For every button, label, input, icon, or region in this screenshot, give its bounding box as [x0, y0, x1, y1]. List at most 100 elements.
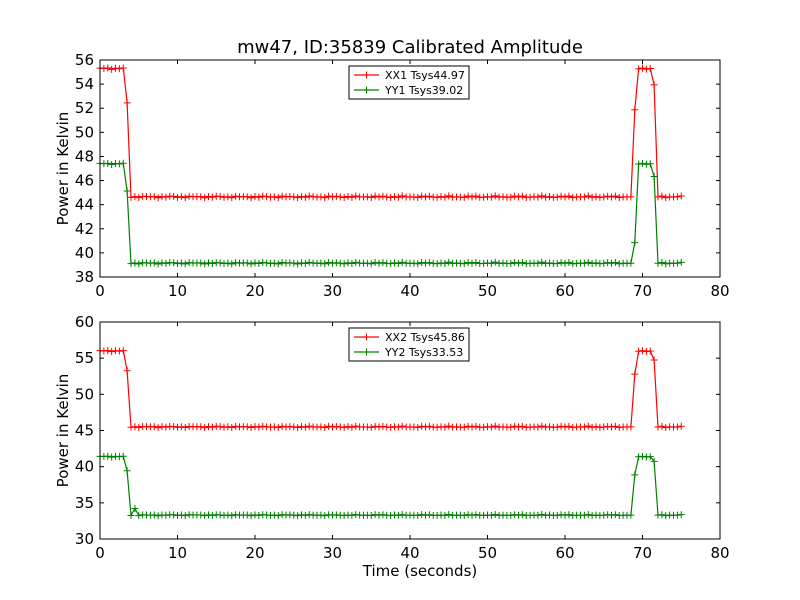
data-point	[639, 347, 646, 355]
data-point	[336, 259, 344, 267]
data-point	[301, 193, 309, 201]
data-point	[391, 259, 398, 267]
data-point	[631, 370, 639, 378]
data-point	[340, 194, 348, 202]
data-point	[468, 423, 476, 431]
data-point	[251, 423, 259, 431]
y-tick-label: 48	[75, 147, 94, 165]
data-point	[441, 193, 449, 201]
data-point	[371, 422, 379, 430]
data-point	[445, 511, 453, 519]
data-point	[208, 259, 216, 267]
data-point	[561, 423, 569, 431]
data-point	[627, 193, 635, 201]
data-point	[511, 511, 519, 519]
data-point	[425, 192, 433, 200]
data-point	[546, 423, 553, 431]
data-point	[561, 511, 569, 519]
data-point	[677, 422, 685, 430]
data-point	[460, 423, 468, 431]
data-point	[177, 423, 185, 431]
data-point	[627, 423, 635, 431]
data-point	[518, 422, 526, 430]
y-tick-label: 54	[75, 75, 94, 93]
legend-marker	[363, 333, 370, 341]
data-point	[433, 193, 441, 201]
y-tick-label: 55	[75, 349, 94, 367]
data-point	[127, 511, 135, 519]
data-point	[472, 511, 480, 519]
data-point	[608, 259, 615, 267]
data-point	[658, 259, 666, 267]
data-point	[208, 423, 216, 431]
data-point	[611, 192, 619, 200]
data-point	[228, 260, 236, 268]
data-point	[646, 160, 654, 168]
x-axis-label: Time (seconds)	[362, 562, 478, 580]
data-point	[317, 259, 325, 267]
x-tick-label: 80	[710, 544, 729, 562]
x-tick-label: 60	[555, 282, 574, 300]
data-point	[391, 193, 398, 201]
data-point	[321, 194, 329, 202]
data-point	[290, 259, 298, 267]
data-point	[677, 192, 685, 200]
data-point	[352, 511, 360, 519]
data-point	[518, 192, 526, 200]
data-point	[379, 259, 387, 267]
data-point	[414, 512, 422, 520]
legend-box	[348, 327, 470, 362]
data-point	[515, 423, 522, 431]
data-point	[418, 192, 426, 200]
data-point	[491, 258, 499, 266]
data-point	[270, 259, 278, 267]
data-point	[274, 423, 282, 431]
data-point	[367, 260, 375, 268]
data-point	[480, 193, 488, 201]
data-point	[662, 260, 670, 268]
data-point	[251, 259, 259, 267]
data-point	[553, 193, 561, 201]
x-tick-label: 80	[710, 282, 729, 300]
data-point	[228, 424, 236, 432]
data-point	[301, 259, 309, 267]
data-point	[201, 512, 209, 520]
data-point	[104, 452, 112, 460]
y-tick-label: 42	[75, 220, 94, 238]
y-tick-label: 35	[75, 494, 94, 512]
data-point	[557, 259, 565, 267]
data-point	[600, 259, 608, 267]
data-point	[557, 192, 565, 200]
legend-marker	[363, 348, 370, 356]
data-point	[553, 423, 561, 431]
data-point	[375, 259, 383, 267]
data-point	[464, 422, 472, 430]
data-point	[208, 511, 216, 519]
legend-entry: XX2 Tsys45.86	[385, 331, 465, 344]
data-point	[394, 259, 402, 267]
data-point	[546, 259, 553, 267]
data-point	[654, 259, 662, 267]
data-point	[635, 160, 643, 168]
legend-marker	[363, 86, 370, 94]
series-markers-2	[96, 452, 685, 520]
data-point	[104, 159, 112, 167]
data-point	[162, 423, 170, 431]
data-point	[553, 259, 561, 267]
data-point	[325, 192, 333, 200]
data-point	[511, 259, 519, 267]
data-point	[422, 423, 429, 431]
series-markers-1	[96, 64, 685, 202]
data-point	[639, 64, 646, 72]
data-point	[631, 106, 639, 114]
data-point	[131, 505, 139, 513]
x-tick-label: 50	[478, 282, 497, 300]
data-point	[274, 512, 282, 520]
data-point	[181, 194, 189, 202]
y-tick-label: 44	[75, 196, 94, 214]
data-point	[119, 159, 127, 167]
data-point	[108, 65, 116, 73]
data-point	[561, 193, 569, 201]
data-point	[507, 423, 515, 431]
